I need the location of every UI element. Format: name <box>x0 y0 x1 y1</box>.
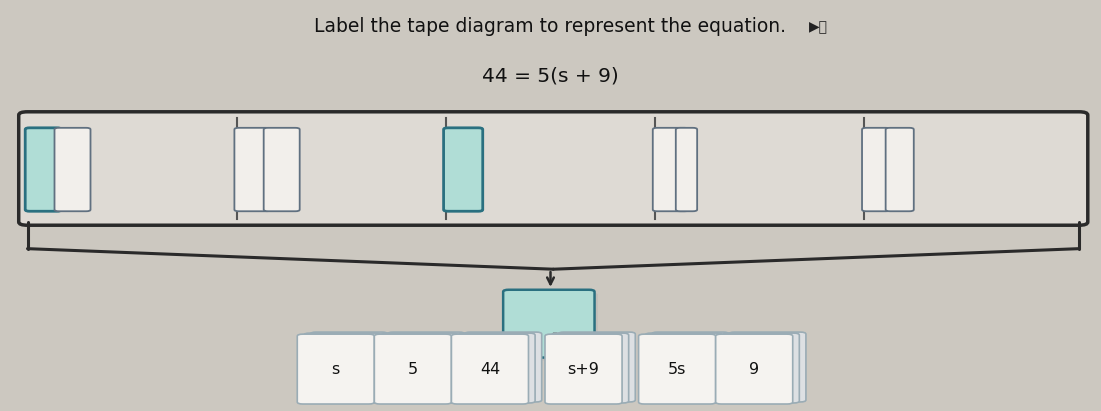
FancyBboxPatch shape <box>444 128 482 211</box>
Text: ☞: ☞ <box>550 329 567 346</box>
FancyBboxPatch shape <box>676 128 697 211</box>
FancyBboxPatch shape <box>465 332 542 402</box>
FancyBboxPatch shape <box>558 332 635 402</box>
Text: ▶⦿: ▶⦿ <box>809 20 828 34</box>
Text: s: s <box>331 362 340 376</box>
Text: 5: 5 <box>407 362 418 376</box>
Text: 5s: 5s <box>668 362 686 376</box>
FancyBboxPatch shape <box>25 128 62 211</box>
FancyBboxPatch shape <box>503 290 595 358</box>
FancyBboxPatch shape <box>458 333 535 403</box>
Text: Label the tape diagram to represent the equation.: Label the tape diagram to represent the … <box>315 17 786 36</box>
Text: s+9: s+9 <box>568 362 599 376</box>
FancyBboxPatch shape <box>381 333 458 403</box>
FancyBboxPatch shape <box>310 332 388 402</box>
FancyBboxPatch shape <box>652 332 729 402</box>
FancyBboxPatch shape <box>885 128 914 211</box>
FancyBboxPatch shape <box>388 332 465 402</box>
FancyBboxPatch shape <box>374 334 451 404</box>
FancyBboxPatch shape <box>653 128 689 211</box>
FancyBboxPatch shape <box>645 333 722 403</box>
FancyBboxPatch shape <box>862 128 890 211</box>
FancyBboxPatch shape <box>506 293 598 360</box>
Text: 44 = 5(s + 9): 44 = 5(s + 9) <box>482 67 619 85</box>
Text: 44: 44 <box>480 362 500 376</box>
Text: 9: 9 <box>749 362 760 376</box>
FancyBboxPatch shape <box>639 334 716 404</box>
FancyBboxPatch shape <box>716 334 793 404</box>
FancyBboxPatch shape <box>19 112 1088 225</box>
FancyBboxPatch shape <box>545 334 622 404</box>
FancyBboxPatch shape <box>722 333 799 403</box>
FancyBboxPatch shape <box>264 128 299 211</box>
FancyBboxPatch shape <box>729 332 806 402</box>
FancyBboxPatch shape <box>304 333 381 403</box>
FancyBboxPatch shape <box>297 334 374 404</box>
FancyBboxPatch shape <box>235 128 271 211</box>
FancyBboxPatch shape <box>552 333 629 403</box>
FancyBboxPatch shape <box>55 128 90 211</box>
FancyBboxPatch shape <box>451 334 528 404</box>
